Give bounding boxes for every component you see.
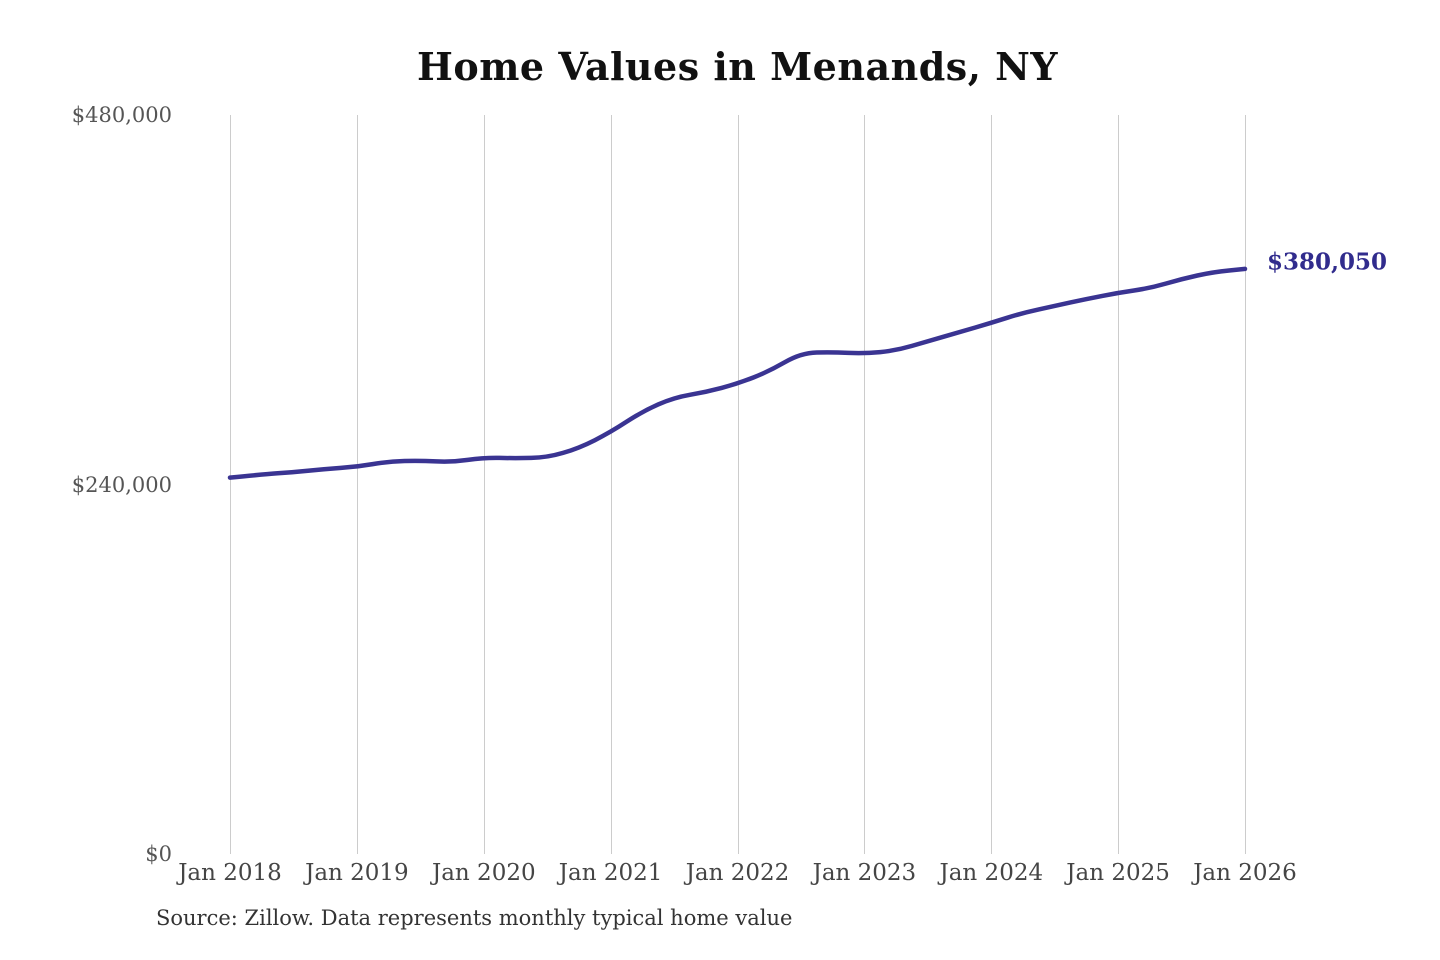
- x-axis-label: Jan 2023: [812, 860, 917, 886]
- gridline: [483, 115, 485, 854]
- gridline: [356, 115, 358, 854]
- end-value-label: $380,050: [1267, 248, 1388, 276]
- x-axis-label: Jan 2024: [939, 860, 1044, 886]
- x-axis-label: Jan 2025: [1066, 860, 1170, 886]
- source-note: Source: Zillow. Data represents monthly …: [156, 906, 793, 930]
- y-axis-label: $480,000: [71, 103, 172, 127]
- gridline: [1245, 115, 1246, 854]
- gridline: [610, 115, 612, 854]
- line-chart-svg: [227, 266, 1248, 480]
- x-axis-label: Jan 2022: [685, 860, 790, 886]
- x-axis-label: Jan 2020: [432, 860, 536, 886]
- x-axis-label: Jan 2026: [1193, 860, 1297, 886]
- x-axis-label: Jan 2018: [178, 860, 282, 886]
- home-value-line: [227, 266, 1248, 480]
- gridline: [1118, 115, 1120, 854]
- plot-area: [227, 115, 1248, 854]
- x-axis-label: Jan 2019: [305, 860, 409, 886]
- chart-title: Home Values in Menands, NY: [416, 44, 1059, 89]
- gridline: [737, 115, 739, 854]
- y-axis-label: $0: [145, 842, 172, 866]
- gridline: [864, 115, 866, 854]
- y-axis-label: $240,000: [71, 472, 172, 497]
- gridline: [991, 115, 993, 854]
- x-axis-label: Jan 2021: [558, 860, 663, 886]
- gridline: [230, 115, 231, 854]
